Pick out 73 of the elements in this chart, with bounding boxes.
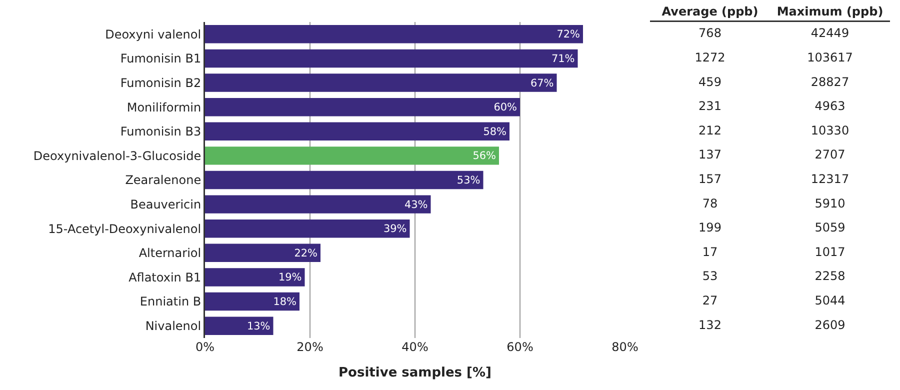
bar [205,146,499,165]
text: 42449 [810,26,850,40]
data-label: 58% [483,126,507,138]
bar [205,25,583,44]
bar [205,220,410,238]
data-label: 19% [278,272,302,284]
data-label: 71% [551,52,575,65]
text: 199 [698,220,722,235]
text: 1017 [814,244,846,259]
x-tick-label: 40% [402,340,428,354]
y-tick-label: Moniliformin [126,100,202,114]
data-label: 43% [404,198,428,211]
data-label: 67% [530,77,554,90]
x-tick-label: 0% [195,340,215,354]
bar [205,195,431,214]
bar [205,268,305,286]
text: 137 [698,148,722,162]
bar [205,244,320,262]
x-tick-label: 20% [296,340,324,354]
text: 5059 [814,220,846,235]
data-label: 72% [556,28,580,41]
bar [205,122,510,140]
text: 10330 [810,123,850,138]
text: 17 [702,244,718,259]
text: 78 [702,196,718,210]
data-label: 18% [273,296,297,308]
text: 2258 [814,269,846,284]
text: 4963 [814,99,846,114]
y-tick-label: Nivalenol [145,319,202,334]
text: 212 [698,123,722,138]
y-tick-label: Alternariol [138,246,202,260]
text: 157 [698,172,722,186]
text: 1272 [694,50,726,64]
text: 132 [698,318,722,332]
y-tick-label: Zearalenone [125,173,202,188]
text: 103617 [807,50,853,64]
y-tick-label: Aflatoxin B1 [128,270,202,284]
data-label: 56% [472,150,496,162]
text: 459 [698,74,722,89]
text: 5044 [814,294,846,308]
y-tick-label: Fumonisin B1 [120,52,202,66]
bar [205,49,578,68]
bar [205,170,484,190]
bar [205,98,520,116]
text: 5910 [814,196,846,210]
category-label: Average (ppb) [662,4,758,19]
text: 53 [702,269,718,284]
x-axis-title: Positive samples [%] [338,366,492,381]
text: 768 [698,26,722,40]
text: 231 [698,99,722,114]
bar [205,74,557,92]
text: 2609 [814,318,846,332]
x-tick-label: 60% [506,340,534,354]
data-label: 39% [383,223,407,236]
text: 12317 [810,172,850,186]
text: 27 [702,294,718,308]
data-label: 13% [246,320,270,332]
y-tick-label: Deoxyni valenol [105,27,202,42]
data-label: 53% [456,174,480,186]
category-label: Maximum (ppb) [776,4,884,19]
y-tick-label: Fumonisin B2 [120,76,202,90]
bar [205,316,274,335]
x-tick-label: 80% [612,340,638,354]
text: 28827 [810,74,850,89]
y-tick-label: Deoxynivalenol-3-Glucoside [33,148,202,163]
data-label: 60% [494,102,518,114]
y-tick-label: Fumonisin B3 [120,124,202,139]
bar [205,292,300,311]
y-tick-label: Enniatin B [140,294,202,309]
text: 2707 [814,148,846,162]
data-label: 22% [294,247,318,260]
y-tick-label: 15-Acetyl-Deoxynivalenol [48,222,202,236]
y-tick-label: Beauvericin [130,198,202,212]
